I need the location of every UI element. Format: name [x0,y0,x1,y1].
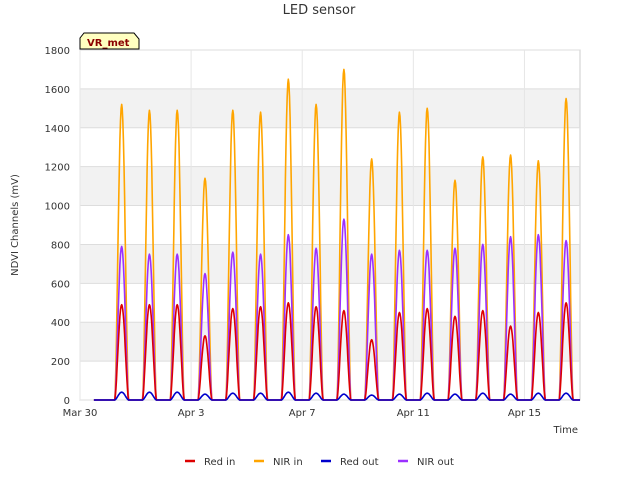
x-tick-label: Apr 3 [178,408,205,419]
legend-label: Red out [340,457,379,468]
plot-band [80,166,580,206]
plot-band [80,127,580,167]
x-tick-label: Apr 15 [508,408,541,419]
site-badge: VR_met [79,32,140,50]
y-axis-label: NDVI Channels (mV) [10,174,21,276]
plot-band [80,283,580,323]
plot-band [80,322,580,362]
plot-band [80,88,580,128]
plot-band [80,205,580,245]
y-tick-label: 1400 [45,124,70,135]
legend: Red in NIR in Red out NIR out [185,457,454,468]
x-axis-label: Time [553,425,578,436]
plot-band [80,244,580,284]
x-tick-label: Apr 7 [289,408,316,419]
y-tick-label: 200 [51,357,70,368]
chart-title: LED sensor [283,3,356,18]
y-tick-label: 0 [64,396,70,407]
y-tick-label: 600 [51,279,70,290]
x-axis: Mar 30 Apr 3 Apr 7 Apr 11 Apr 15 [63,50,541,419]
legend-label: NIR in [273,457,303,468]
site-badge-label: VR_met [87,38,130,49]
y-tick-label: 1600 [45,85,70,96]
series-lines [93,68,580,401]
plot-bands [80,50,580,400]
y-tick-label: 1000 [45,202,70,213]
y-tick-label: 800 [51,240,70,251]
plot-band [80,50,580,89]
legend-label: Red in [204,457,235,468]
series-line-red-in [93,302,580,401]
site-badge-box [79,32,140,50]
plot-band [80,361,580,400]
legend-label: NIR out [417,457,454,468]
x-tick-label: Mar 30 [63,408,98,419]
x-tick-label: Apr 11 [397,408,430,419]
y-tick-label: 1200 [45,163,70,174]
y-tick-label: 1800 [45,46,70,57]
y-tick-label: 400 [51,318,70,329]
series-line-red-out [93,391,580,401]
